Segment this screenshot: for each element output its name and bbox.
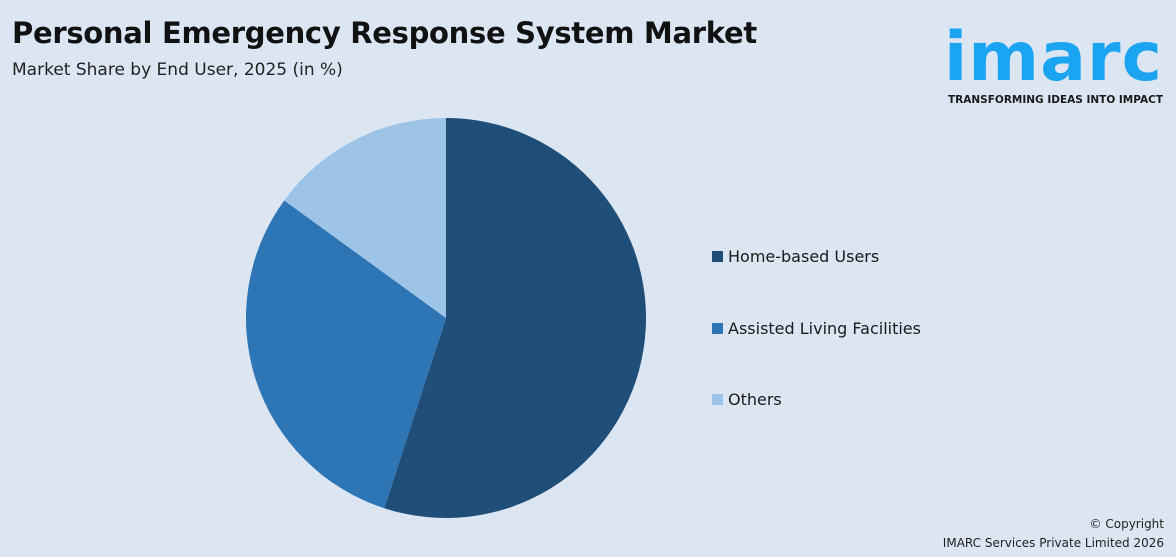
chart-title: Personal Emergency Response System Marke… [12,16,757,50]
logo-tagline: TRANSFORMING IDEAS INTO IMPACT [948,94,1163,106]
legend-item: Assisted Living Facilities [712,319,921,338]
legend-label: Assisted Living Facilities [728,319,921,338]
pie-slice-assisted-living-facilities [245,200,446,509]
copyright-company: IMARC Services Private Limited 2026 [942,536,1164,550]
copyright: © Copyright IMARC Services Private Limit… [943,515,1164,553]
pie-slice-others [284,118,446,318]
legend-item: Others [712,390,782,409]
chart-subtitle: Market Share by End User, 2025 (in %) [12,60,343,80]
legend-swatch [712,251,723,262]
imarc-logo: imarc TRANSFORMING IDEAS INTO IMPACT [944,10,1172,110]
legend-item: Home-based Users [712,247,879,266]
copyright-label: © Copyright [1089,517,1164,531]
legend-swatch [712,323,723,334]
legend-label: Others [728,390,782,409]
legend-swatch [712,394,723,405]
pie-slice-home-based-users [384,118,646,518]
legend-label: Home-based Users [728,247,880,266]
logo-wordmark: imarc [944,18,1163,97]
